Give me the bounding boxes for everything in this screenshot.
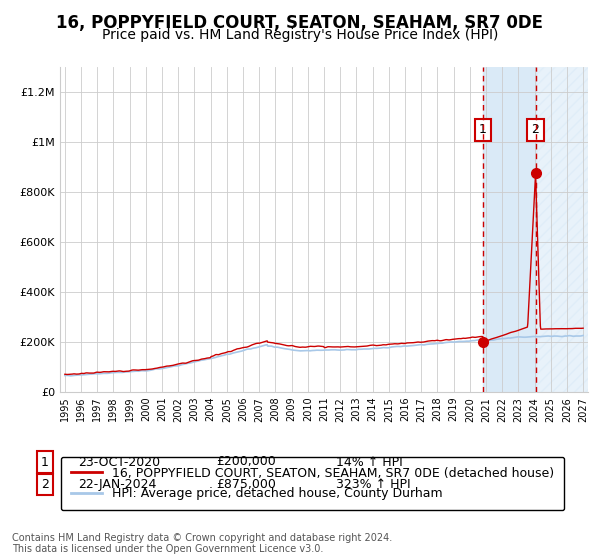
Text: 1: 1 bbox=[41, 455, 49, 469]
Text: 22-JAN-2024: 22-JAN-2024 bbox=[78, 478, 157, 491]
Text: 16, POPPYFIELD COURT, SEATON, SEAHAM, SR7 0DE: 16, POPPYFIELD COURT, SEATON, SEAHAM, SR… bbox=[56, 14, 544, 32]
Text: 23-OCT-2020: 23-OCT-2020 bbox=[78, 455, 160, 469]
Bar bbox=[483, 67, 536, 392]
Text: Contains HM Land Registry data © Crown copyright and database right 2024.
This d: Contains HM Land Registry data © Crown c… bbox=[12, 533, 392, 554]
Text: 1: 1 bbox=[479, 123, 487, 136]
Text: Price paid vs. HM Land Registry's House Price Index (HPI): Price paid vs. HM Land Registry's House … bbox=[102, 28, 498, 42]
Text: 14% ↑ HPI: 14% ↑ HPI bbox=[336, 455, 403, 469]
Text: 2: 2 bbox=[41, 478, 49, 491]
Text: £200,000: £200,000 bbox=[216, 455, 276, 469]
Text: £875,000: £875,000 bbox=[216, 478, 276, 491]
Legend: 16, POPPYFIELD COURT, SEATON, SEAHAM, SR7 0DE (detached house), HPI: Average pri: 16, POPPYFIELD COURT, SEATON, SEAHAM, SR… bbox=[61, 457, 565, 510]
Bar bbox=[536, 67, 599, 392]
Text: 2: 2 bbox=[532, 123, 539, 136]
Text: 323% ↑ HPI: 323% ↑ HPI bbox=[336, 478, 410, 491]
